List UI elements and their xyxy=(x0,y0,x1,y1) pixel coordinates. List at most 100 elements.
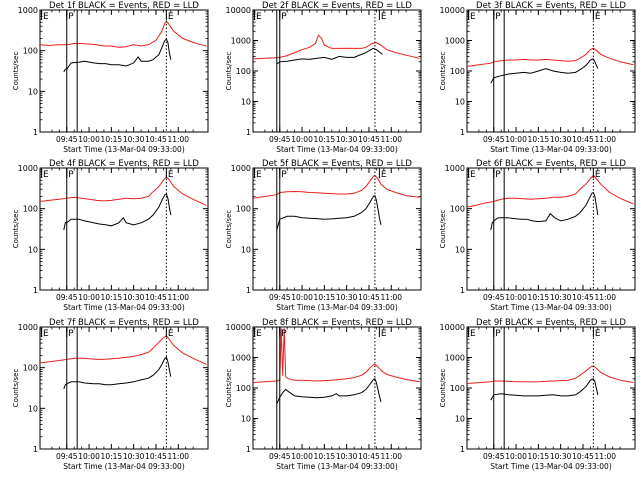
flag-label: P xyxy=(495,12,501,22)
y-tick-label: 10 xyxy=(28,404,38,413)
x-tick-label: 10:30 xyxy=(123,452,145,461)
y-tick-label: 1000 xyxy=(18,6,38,15)
y-axis-label: Counts/sec xyxy=(439,210,447,249)
x-tick-label: 10:15 xyxy=(314,135,336,144)
x-tick-label: 10:45 xyxy=(145,135,167,144)
lld-series-line xyxy=(39,176,207,206)
x-tick-label: 10:30 xyxy=(550,452,572,461)
x-tick-label: 10:30 xyxy=(123,293,145,302)
flag-label: E xyxy=(43,329,49,339)
x-axis-label: Start Time (13-Mar-04 09:33:00) xyxy=(490,145,612,154)
y-tick-label: 10 xyxy=(28,87,38,96)
events-series-line xyxy=(63,38,172,73)
flag-label: E xyxy=(381,12,387,22)
flag-label: P xyxy=(281,170,287,180)
x-tick-label: 11:00 xyxy=(167,293,189,302)
flag-label: P xyxy=(281,329,287,339)
y-tick-label: 1000 xyxy=(231,354,251,363)
plot-frame xyxy=(252,9,422,133)
x-tick-label: 10:30 xyxy=(336,452,358,461)
y-tick-label: 10 xyxy=(455,245,465,254)
x-tick-label: 10:00 xyxy=(505,452,527,461)
x-tick-label: 09:45 xyxy=(56,452,78,461)
flag-label: E xyxy=(256,12,262,22)
plot-frame xyxy=(252,326,422,450)
flag-label: E xyxy=(168,170,174,180)
x-tick-label: 09:45 xyxy=(269,293,291,302)
x-tick-label: 10:00 xyxy=(78,452,100,461)
plot-frame xyxy=(39,9,209,133)
y-tick-label: 1 xyxy=(246,286,251,295)
y-tick-label: 1 xyxy=(33,286,38,295)
y-tick-label: 100 xyxy=(23,47,38,56)
panel-title: Det 7f BLACK = Events, RED = LLD xyxy=(49,318,199,328)
x-tick-label: 10:30 xyxy=(550,293,572,302)
panel-2: Det 2f BLACK = Events, RED = LLD 1 10 100 10… xyxy=(225,1,422,154)
flag-label: P xyxy=(68,12,74,22)
x-tick-label: 10:00 xyxy=(505,293,527,302)
x-tick-label: 10:45 xyxy=(572,135,594,144)
x-tick-label: 10:45 xyxy=(572,293,594,302)
panel-5: Det 5f BLACK = Events, RED = LLD 1 10 100 10… xyxy=(225,159,422,312)
x-tick-label: 10:30 xyxy=(336,293,358,302)
panel-6: Det 6f BLACK = Events, RED = LLD 1 10 100 10… xyxy=(439,159,636,312)
x-tick-label: 10:00 xyxy=(291,452,313,461)
flag-label: E xyxy=(470,329,476,339)
plot-frame xyxy=(466,9,636,133)
y-tick-label: 1 xyxy=(246,445,251,454)
y-tick-label: 10000 xyxy=(440,6,465,15)
lld-series-line xyxy=(252,174,420,199)
y-tick-label: 100 xyxy=(236,205,251,214)
flag-label: P xyxy=(68,170,74,180)
y-axis-label: Counts/sec xyxy=(12,369,20,408)
flag-label: E xyxy=(168,12,174,22)
panel-title: Det 1f BLACK = Events, RED = LLD xyxy=(49,1,199,11)
x-tick-label: 10:30 xyxy=(336,135,358,144)
flag-label: E xyxy=(43,170,49,180)
x-tick-label: 10:30 xyxy=(550,135,572,144)
x-tick-label: 10:45 xyxy=(358,135,380,144)
x-tick-label: 09:45 xyxy=(56,135,78,144)
x-tick-label: 11:00 xyxy=(380,293,402,302)
x-axis-label: Start Time (13-Mar-04 09:33:00) xyxy=(63,145,185,154)
x-tick-label: 10:15 xyxy=(101,135,123,144)
plot-frame xyxy=(466,326,636,450)
y-tick-label: 100 xyxy=(23,205,38,214)
events-series-line xyxy=(63,356,172,390)
x-tick-label: 09:45 xyxy=(269,135,291,144)
plot-frame xyxy=(39,167,209,291)
y-tick-label: 10 xyxy=(241,245,251,254)
y-tick-label: 1000 xyxy=(231,37,251,46)
y-tick-label: 1 xyxy=(246,128,251,137)
y-axis-label: Counts/sec xyxy=(12,52,20,91)
x-tick-label: 10:00 xyxy=(291,135,313,144)
y-axis-label: Counts/sec xyxy=(439,369,447,408)
y-tick-label: 1 xyxy=(460,445,465,454)
events-series-line xyxy=(490,378,599,401)
x-tick-label: 10:15 xyxy=(528,452,550,461)
x-tick-label: 09:45 xyxy=(56,293,78,302)
y-axis-label: Counts/sec xyxy=(225,210,233,249)
y-tick-label: 10 xyxy=(241,98,251,107)
x-tick-label: 10:45 xyxy=(145,452,167,461)
events-series-line xyxy=(276,47,383,65)
y-tick-label: 10 xyxy=(455,98,465,107)
events-series-line xyxy=(276,378,382,405)
y-tick-label: 10 xyxy=(241,415,251,424)
events-series-line xyxy=(276,194,382,231)
y-tick-label: 1000 xyxy=(18,164,38,173)
flag-label: E xyxy=(381,170,387,180)
flag-label: P xyxy=(495,329,501,339)
x-axis-label: Start Time (13-Mar-04 09:33:00) xyxy=(490,462,612,471)
flag-label: E xyxy=(256,329,262,339)
x-tick-label: 09:45 xyxy=(269,452,291,461)
y-tick-label: 1000 xyxy=(445,164,465,173)
x-axis-label: Start Time (13-Mar-04 09:33:00) xyxy=(490,303,612,312)
y-tick-label: 1 xyxy=(460,128,465,137)
y-tick-label: 1000 xyxy=(18,323,38,332)
flag-label: E xyxy=(470,12,476,22)
y-tick-label: 10000 xyxy=(440,323,465,332)
events-series-line xyxy=(490,58,599,84)
x-tick-label: 10:15 xyxy=(101,293,123,302)
